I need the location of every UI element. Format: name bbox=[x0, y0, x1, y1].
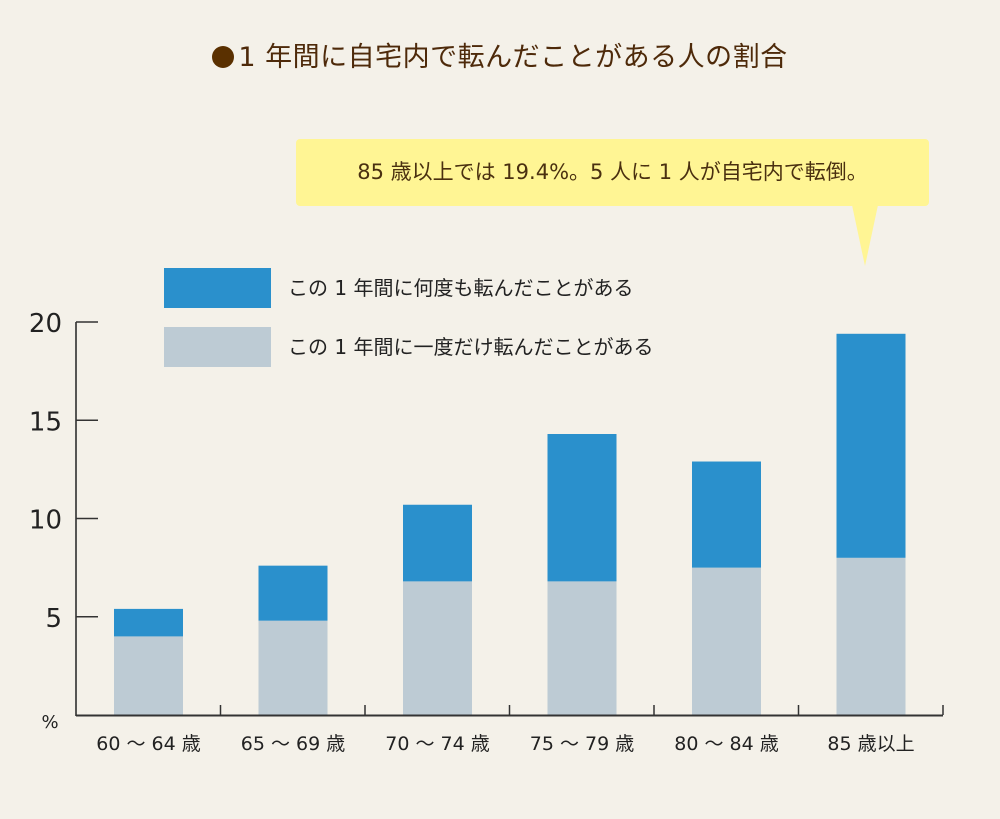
bars-group bbox=[114, 333, 906, 715]
x-tick-label: 65 ～ 69 歳 bbox=[241, 733, 345, 755]
bar-many-times-3 bbox=[403, 504, 472, 582]
x-tick-label: 80 ～ 84 歳 bbox=[674, 733, 778, 755]
title-bullet-icon bbox=[212, 46, 235, 68]
y-tick-label: 10 bbox=[29, 506, 62, 536]
x-tick-label: 70 ～ 74 歳 bbox=[385, 733, 489, 755]
bar-once-4 bbox=[547, 581, 617, 715]
y-tick-label: 20 bbox=[29, 309, 62, 339]
bar-many-times-2 bbox=[258, 565, 328, 621]
y-tick-label: 15 bbox=[29, 407, 62, 437]
legend-label-once: この 1 年間に一度だけ転んだことがある bbox=[288, 335, 654, 359]
bar-many-times-4 bbox=[547, 434, 617, 582]
chart-title: 1 年間に自宅内で転んだことがある人の割合 bbox=[0, 35, 1000, 74]
x-tick-label: 60 ～ 64 歳 bbox=[96, 733, 200, 755]
legend-label-many-times: この 1 年間に何度も転んだことがある bbox=[288, 276, 634, 300]
legend-swatch-once bbox=[164, 327, 271, 367]
bar-many-times-5 bbox=[692, 461, 761, 568]
legend-swatch-many-times bbox=[164, 268, 271, 308]
y-axis-unit-label: % bbox=[41, 712, 58, 733]
callout-pointer bbox=[852, 205, 878, 266]
callout-bubble: 85 歳以上では 19.4%。5 人に 1 人が自宅内で転倒。 bbox=[296, 139, 929, 206]
bar-once-5 bbox=[692, 567, 761, 715]
y-tick-label: 5 bbox=[45, 604, 62, 634]
y-ticks-group: 5 10 15 20 bbox=[29, 309, 98, 634]
x-ticks-group: 60 ～ 64 歳 65 ～ 69 歳 70 ～ 74 歳 75 ～ 79 歳 80 ～… bbox=[96, 705, 944, 755]
bar-once-6 bbox=[836, 557, 906, 715]
bar-once-2 bbox=[258, 620, 328, 715]
bar-once-3 bbox=[403, 581, 472, 715]
x-tick-label: 75 ～ 79 歳 bbox=[530, 733, 634, 755]
bar-once-1 bbox=[114, 636, 183, 715]
x-tick-label: 85 歳以上 bbox=[827, 733, 914, 755]
bar-many-times-1 bbox=[114, 608, 183, 637]
bar-many-times-6 bbox=[836, 333, 906, 558]
chart-title-text: 1 年間に自宅内で転んだことがある人の割合 bbox=[238, 42, 788, 73]
callout-text: 85 歳以上では 19.4%。5 人に 1 人が自宅内で転倒。 bbox=[357, 160, 868, 184]
